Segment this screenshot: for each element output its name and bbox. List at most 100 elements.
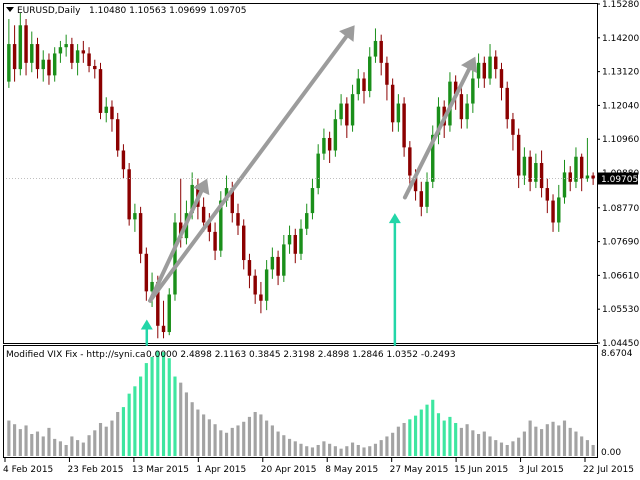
candle <box>585 137 590 182</box>
current-price-tag: 1.09705 <box>6 172 638 185</box>
candle-body <box>539 163 544 189</box>
candle-body <box>75 50 80 63</box>
candle-body <box>396 103 401 123</box>
indicator-bar <box>345 446 349 456</box>
candle-body <box>81 50 86 54</box>
indicator-bar-highlight <box>425 404 429 456</box>
indicator-bar <box>230 427 234 456</box>
candle-body <box>591 175 595 179</box>
signal-arrow-teal[interactable] <box>388 213 401 346</box>
candle-body <box>264 269 269 301</box>
time-label: 27 May 2015 <box>390 465 449 475</box>
candle <box>322 128 326 160</box>
indicator-bar <box>253 411 257 456</box>
candle-body <box>579 156 584 179</box>
candle-body <box>390 84 395 123</box>
candle-body <box>93 65 97 70</box>
candle-body <box>178 222 183 239</box>
candle <box>431 125 435 189</box>
candle <box>345 97 349 138</box>
candle <box>70 37 74 70</box>
price-label: 1.05530 <box>602 305 639 315</box>
indicator-bar <box>373 443 378 456</box>
candle-body <box>368 56 372 92</box>
candle-body <box>41 59 45 70</box>
indicator-bar <box>81 442 85 456</box>
candle <box>574 147 578 189</box>
candle-body <box>236 213 240 226</box>
indicator-panel <box>3 345 598 458</box>
candle-body <box>58 47 63 54</box>
candle-body <box>528 156 532 182</box>
indicator-bar <box>568 427 572 456</box>
candle-body <box>568 172 572 182</box>
arrow-head <box>388 213 401 224</box>
candle <box>93 59 97 79</box>
indicator-bar <box>580 436 584 456</box>
candle <box>30 31 34 73</box>
candle-body <box>213 231 217 251</box>
candle <box>213 222 217 261</box>
indicator-bar-highlight <box>144 363 148 456</box>
candle <box>64 34 68 57</box>
indicator-name: Modified VIX Fix - http://syni.ca <box>6 350 146 360</box>
arrow-shaft <box>148 34 349 303</box>
candle-body <box>413 175 418 192</box>
candle-body <box>18 25 23 70</box>
trend-arrow-gray[interactable] <box>402 56 478 200</box>
price-label: 1.04450 <box>602 339 639 349</box>
candle <box>516 128 521 189</box>
trend-arrow-gray[interactable] <box>148 25 355 303</box>
indicator-bar <box>305 446 309 456</box>
candle <box>236 203 240 236</box>
indicator-bar <box>465 424 469 456</box>
indicator-bar <box>322 441 326 456</box>
candle-body <box>511 119 515 135</box>
candle <box>579 153 584 192</box>
candle <box>75 44 80 76</box>
indicator-bar <box>24 425 28 456</box>
candle-body <box>522 156 527 176</box>
candle-body <box>173 222 177 295</box>
indicator-axis-bottom: 0.00 <box>601 448 621 458</box>
collapse-triangle-icon[interactable] <box>6 7 14 12</box>
arrow-head <box>461 56 478 74</box>
indicator-bar <box>528 420 532 456</box>
signal-arrow-teal[interactable] <box>140 319 153 346</box>
indicator-bar <box>310 447 315 456</box>
candle <box>390 78 395 132</box>
candle-body <box>156 281 160 326</box>
candle <box>167 288 171 336</box>
candle-body <box>562 172 567 198</box>
candle-body <box>47 59 51 76</box>
candle-body <box>247 260 252 276</box>
candle-body <box>167 294 171 333</box>
candle <box>219 191 223 257</box>
arrow-shaft <box>148 189 204 303</box>
candle <box>173 213 177 301</box>
indicator-bar-highlight <box>127 393 131 456</box>
candle <box>368 47 372 98</box>
candle-body <box>585 175 590 179</box>
indicator-bar <box>47 427 51 456</box>
indicator-bar <box>87 435 91 456</box>
indicator-bar-highlight <box>436 413 441 456</box>
candle <box>373 28 378 63</box>
candles-layer <box>7 12 595 339</box>
indicator-bar <box>293 441 297 456</box>
trend-arrow-gray[interactable] <box>148 178 210 303</box>
indicator-bar-highlight <box>419 409 423 456</box>
candle-body <box>425 181 429 207</box>
candle <box>488 44 492 85</box>
indicator-bar <box>540 429 544 456</box>
candle <box>522 147 527 185</box>
candle-body <box>574 156 578 182</box>
indicator-bar <box>574 431 578 456</box>
candle-body <box>476 62 481 79</box>
candle <box>545 178 550 214</box>
candle <box>511 112 515 151</box>
indicator-bar <box>350 442 355 456</box>
indicator-bar <box>551 421 555 456</box>
candle-body <box>557 197 561 223</box>
